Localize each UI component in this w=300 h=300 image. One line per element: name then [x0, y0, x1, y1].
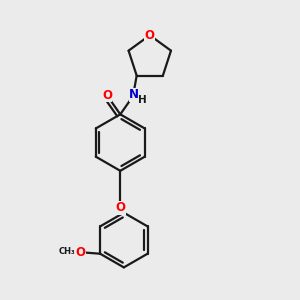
Text: O: O	[115, 202, 125, 214]
Text: N: N	[129, 88, 139, 101]
Text: CH₃: CH₃	[58, 247, 75, 256]
Text: O: O	[102, 89, 112, 102]
Text: H: H	[138, 94, 147, 105]
Text: O: O	[145, 29, 155, 42]
Text: O: O	[76, 246, 86, 259]
